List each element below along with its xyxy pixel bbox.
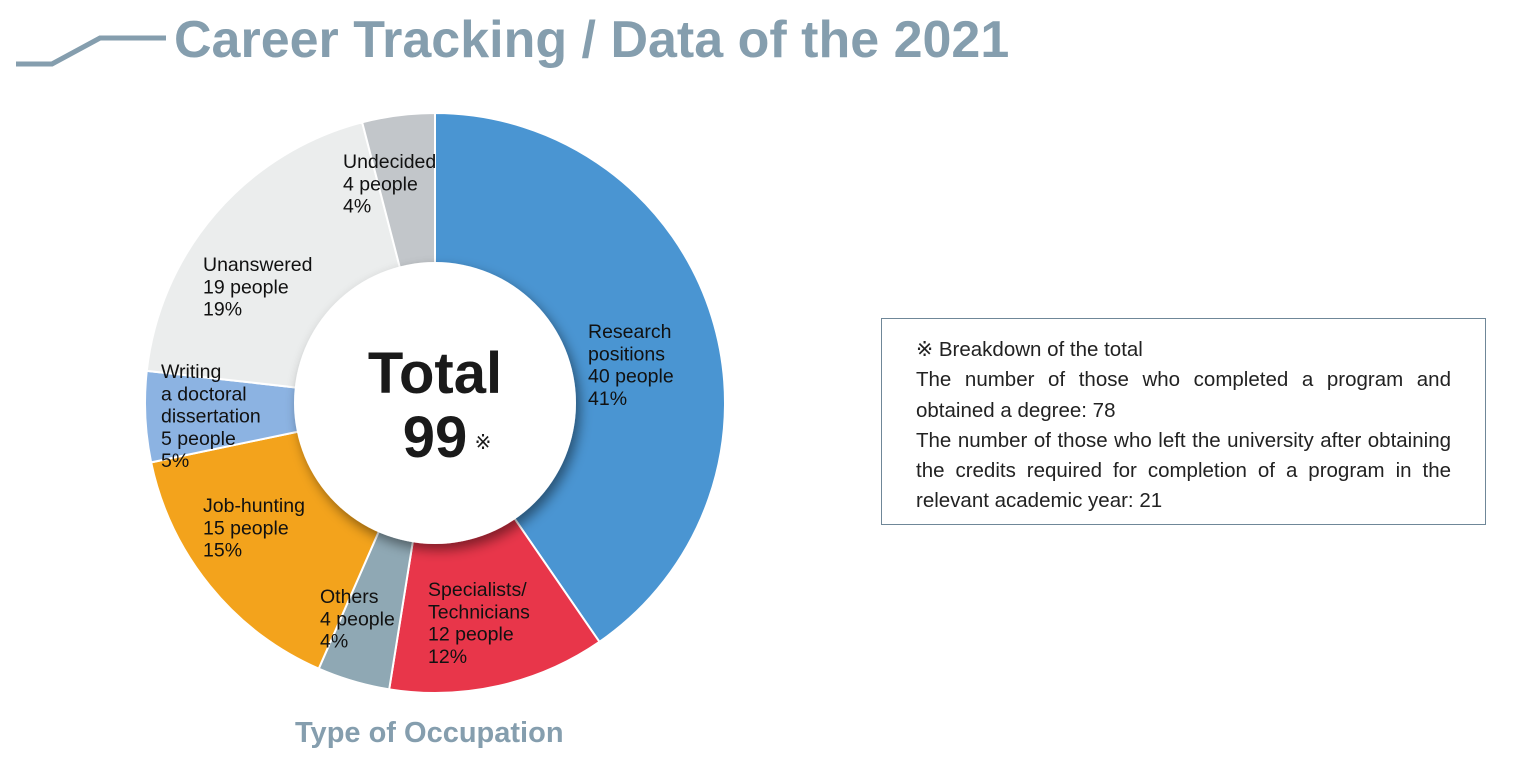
slice-labels: Research positions 40 people 41% Specialists… — [161, 151, 674, 668]
donut-center-disc — [294, 262, 576, 544]
center-total-label: Total — [368, 341, 502, 406]
note-heading: ※ Breakdown of the total — [916, 338, 1143, 361]
center-total-value: 99 — [403, 405, 468, 470]
donut-slices — [144, 111, 726, 694]
slice-label-writing-dissertation: Writing a doctoral dissertation 5 people 5% — [161, 361, 261, 472]
slice-label-research-positions: Research positions 40 people 41% — [588, 321, 674, 410]
slice-label-others: Others 4 people 4% — [320, 586, 395, 653]
total-breakdown-note: ※ Breakdown of the total The number of t… — [881, 318, 1486, 525]
slice-label-unanswered: Unanswered 19 people 19% — [203, 254, 312, 321]
note-credits-line: The number of those who left the univers… — [916, 428, 1451, 513]
slice-label-specialists-technicians: Specialists/Technicians 12 people 12% — [428, 579, 530, 668]
slice-label-undecided: Undecided 4 people 4% — [343, 151, 436, 218]
note-degree-line: The number of those who completed a prog… — [916, 368, 1451, 422]
chart-caption: Type of Occupation — [295, 717, 564, 749]
slice-label-job-hunting: Job-hunting 15 people 15% — [203, 495, 305, 562]
header-decoration-line — [16, 35, 166, 67]
page-title: Career Tracking / Data of the 2021 — [174, 11, 1010, 69]
center-total-mark: ※ — [475, 430, 492, 454]
